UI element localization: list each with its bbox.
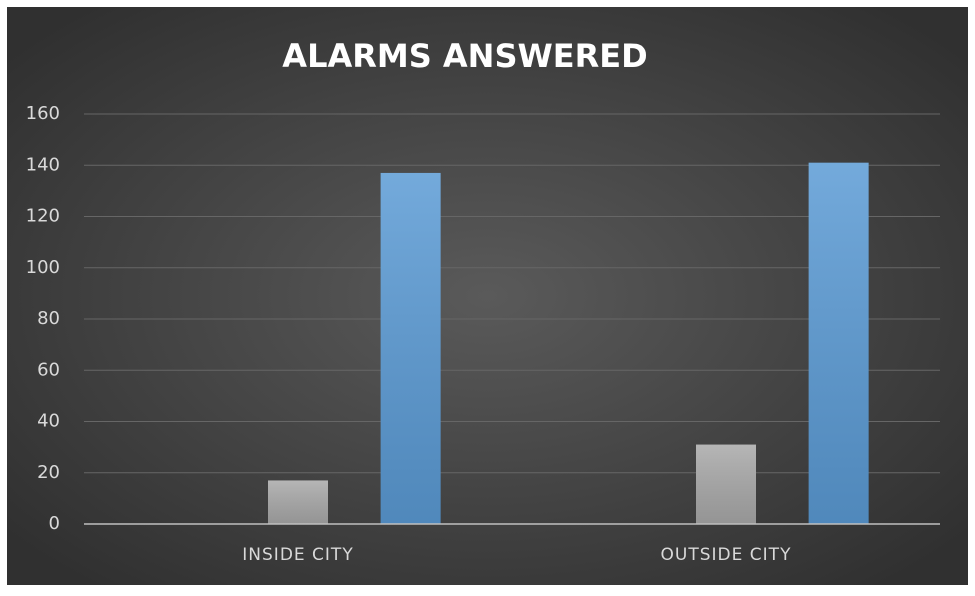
- bar-shade: [380, 172, 441, 524]
- y-tick-label: 140: [26, 154, 60, 175]
- y-tick-label: 0: [49, 513, 60, 534]
- y-tick-label: 20: [37, 462, 60, 483]
- y-tick-label: 100: [26, 257, 60, 278]
- chart-background: [7, 7, 968, 585]
- bar-shade: [696, 444, 756, 524]
- x-tick-label: OUTSIDE CITY: [661, 545, 792, 565]
- chart-title: ALARMS ANSWERED: [282, 37, 647, 75]
- x-tick-label: INSIDE CITY: [242, 545, 353, 565]
- y-tick-label: 160: [26, 103, 60, 124]
- y-tick-label: 60: [37, 359, 60, 380]
- bar-shade: [808, 162, 869, 524]
- y-tick-label: 40: [37, 411, 60, 432]
- y-tick-label: 120: [26, 206, 60, 227]
- bar-shade: [268, 480, 328, 524]
- y-tick-label: 80: [37, 308, 60, 329]
